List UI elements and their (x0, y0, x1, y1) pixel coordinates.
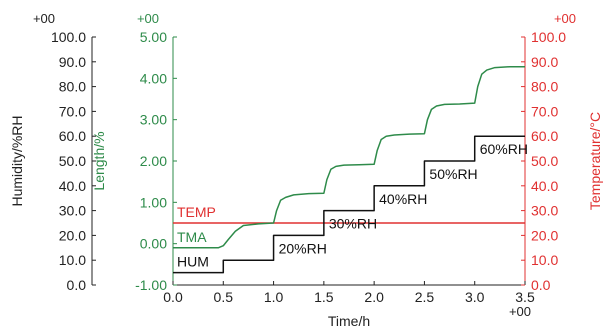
annotation-label: 20%RH (279, 240, 327, 256)
x-tick-label: 0.0 (163, 289, 183, 305)
series-tma-label: TMA (177, 229, 207, 245)
humidity-tick-label: 20.0 (59, 227, 86, 243)
x-exponent-label: +00 (509, 304, 531, 319)
length-tick-label: 2.00 (140, 153, 167, 169)
series-temp-label: TEMP (177, 204, 216, 220)
humidity-axis-title: Humidity/%RH (9, 115, 25, 206)
humidity-tick-label: 40.0 (59, 178, 86, 194)
humidity-tick-label: 30.0 (59, 203, 86, 219)
annotation-label: 60%RH (480, 141, 528, 157)
annotation-label: 40%RH (379, 191, 427, 207)
x-axis-title: Time/h (328, 313, 370, 329)
temperature-tick-label: 100.0 (531, 29, 566, 45)
x-tick-label: 2.5 (415, 289, 435, 305)
length-tick-label: -1.00 (135, 277, 167, 293)
temperature-tick-label: 30.0 (531, 203, 558, 219)
temperature-exponent-label: +00 (554, 11, 576, 26)
humidity-tick-label: 50.0 (59, 153, 86, 169)
humidity-tick-label: 80.0 (59, 79, 86, 95)
length-tick-label: 4.00 (140, 70, 167, 86)
annotation-label: 50%RH (429, 166, 477, 182)
length-tick-label: 5.00 (140, 29, 167, 45)
temperature-tick-label: 10.0 (531, 252, 558, 268)
length-tick-label: 0.00 (140, 236, 167, 252)
humidity-tick-label: 100.0 (51, 29, 86, 45)
x-tick-label: 0.5 (214, 289, 234, 305)
humidity-exponent-label: +00 (33, 11, 55, 26)
x-tick-label: 1.0 (264, 289, 284, 305)
temperature-axis-title: Temperature/°C (587, 112, 603, 210)
humidity-tick-label: 90.0 (59, 54, 86, 70)
temperature-tick-label: 40.0 (531, 178, 558, 194)
humidity-tick-label: 0.0 (67, 277, 87, 293)
temperature-tick-label: 90.0 (531, 54, 558, 70)
x-tick-label: 3.0 (465, 289, 485, 305)
humidity-tick-label: 60.0 (59, 128, 86, 144)
series-tma-line (173, 66, 525, 249)
x-tick-label: 2.0 (364, 289, 384, 305)
series-hum-line (173, 135, 525, 274)
length-tick-label: 3.00 (140, 112, 167, 128)
temperature-tick-label: 20.0 (531, 227, 558, 243)
temperature-tick-label: 0.0 (531, 277, 551, 293)
x-tick-label: 3.5 (515, 289, 535, 305)
length-exponent-label: +00 (137, 11, 159, 26)
series-hum-label: HUM (177, 254, 209, 270)
length-tick-label: 1.00 (140, 194, 167, 210)
humidity-tick-label: 70.0 (59, 103, 86, 119)
temperature-tick-label: 70.0 (531, 103, 558, 119)
temperature-tick-label: 80.0 (531, 79, 558, 95)
temperature-tick-label: 50.0 (531, 153, 558, 169)
length-axis-title: Length/% (91, 131, 107, 190)
humidity-tick-label: 10.0 (59, 252, 86, 268)
temperature-tick-label: 60.0 (531, 128, 558, 144)
x-tick-label: 1.5 (314, 289, 334, 305)
annotation-label: 30%RH (329, 216, 377, 232)
